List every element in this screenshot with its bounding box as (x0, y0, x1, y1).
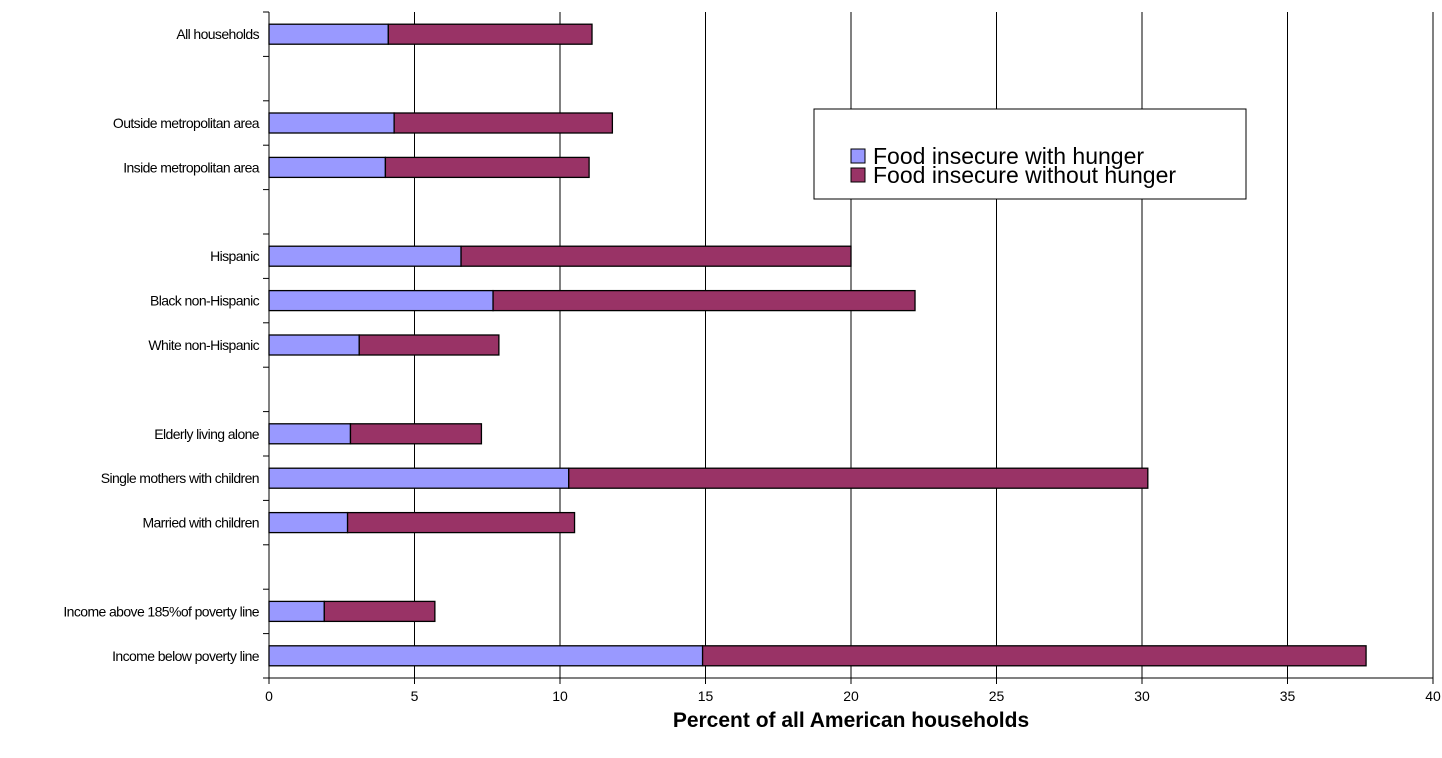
bar-segment-with-hunger (268, 645, 704, 667)
category-label: Outside metropolitan area (113, 115, 260, 131)
bar-segment-without-hunger (492, 289, 916, 312)
legend-label-with-hunger: Food insecure with hunger (873, 143, 1144, 169)
bar-segment-without-hunger (384, 156, 590, 179)
bar-segment-with-hunger (268, 156, 387, 179)
x-tick-label-0: 0 (265, 688, 273, 704)
bar-segment-without-hunger (387, 23, 593, 45)
x-tick-label-25: 25 (989, 688, 1005, 704)
category-labels: All households Outside metropolitan area I… (63, 26, 260, 664)
category-label: Income below poverty line (112, 648, 260, 664)
legend-label-without-hunger: Food insecure without hunger (873, 162, 1176, 188)
bar-segment-without-hunger (358, 334, 500, 356)
x-tick-label-30: 30 (1134, 688, 1150, 704)
bar-segment-with-hunger (268, 334, 360, 356)
x-tick-label-10: 10 (552, 688, 568, 704)
x-tick-label-40: 40 (1425, 688, 1441, 704)
bars (268, 23, 1367, 667)
legend-swatch-without-hunger (850, 167, 866, 183)
bar-segment-with-hunger (268, 600, 325, 623)
bar-segment-with-hunger (268, 112, 395, 134)
x-axis-title: Percent of all American households (673, 709, 1029, 732)
category-label: White non-Hispanic (148, 337, 259, 353)
x-tick-label-5: 5 (411, 688, 419, 704)
legend-box (813, 108, 1247, 200)
category-label: Income above 185%of poverty line (63, 603, 259, 619)
bar-segment-without-hunger (393, 112, 614, 134)
x-tick-label-15: 15 (698, 688, 714, 704)
category-label: Elderly living alone (154, 426, 260, 442)
category-label: Inside metropolitan area (123, 159, 260, 175)
bar-segment-with-hunger (268, 467, 570, 489)
bar-segment-without-hunger (701, 645, 1367, 667)
x-axis-ticks: 0 5 10 15 20 25 30 35 40 (265, 678, 1441, 704)
category-label: Hispanic (210, 248, 259, 264)
category-label: Black non-Hispanic (150, 293, 260, 309)
bar-segment-with-hunger (268, 423, 352, 445)
category-label: Single mothers with children (101, 470, 259, 486)
bar-segment-without-hunger (460, 245, 852, 267)
bar-segment-without-hunger (349, 423, 483, 445)
legend-swatch-with-hunger (850, 148, 866, 164)
bar-segment-without-hunger (323, 600, 436, 623)
x-tick-label-35: 35 (1280, 688, 1296, 704)
legend: Food insecure with hunger Food insecure … (813, 108, 1247, 200)
bar-segment-without-hunger (568, 467, 1149, 489)
x-tick-label-20: 20 (843, 688, 859, 704)
bar-segment-without-hunger (346, 511, 576, 534)
category-label: All households (176, 26, 259, 42)
bar-segment-with-hunger (268, 245, 462, 267)
category-label: Married with children (142, 515, 259, 531)
y-axis-ticks (263, 11, 269, 679)
bar-segment-with-hunger (268, 289, 494, 312)
bar-segment-with-hunger (268, 23, 389, 45)
bar-segment-with-hunger (268, 511, 349, 534)
